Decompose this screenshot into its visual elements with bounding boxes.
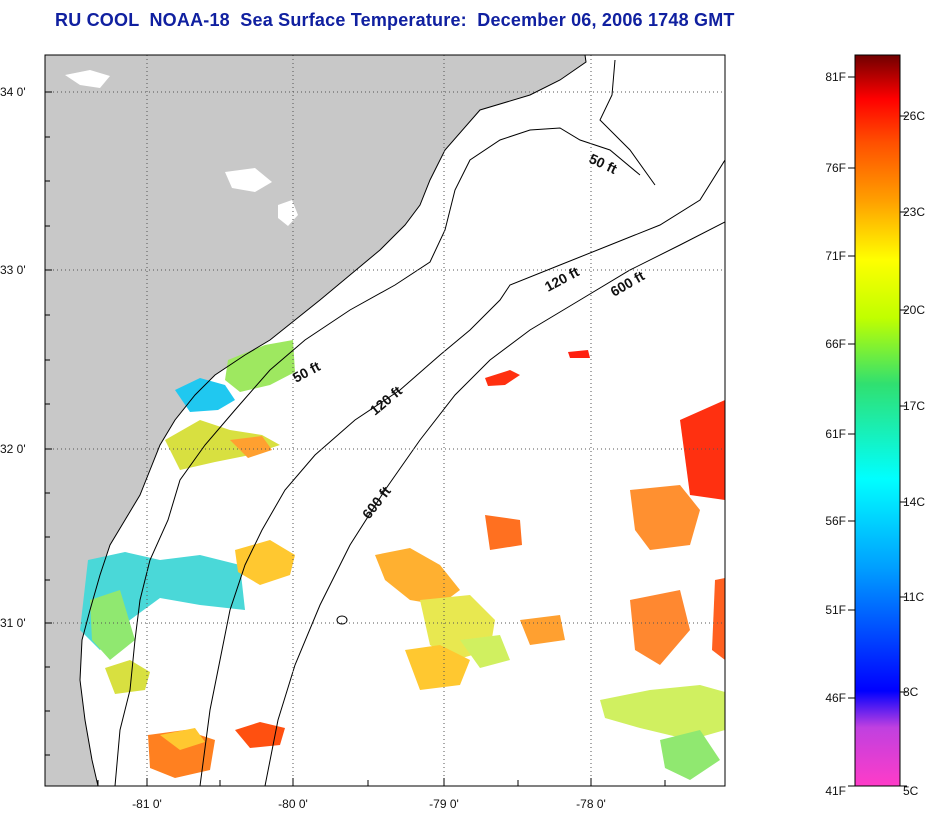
colorbar-f-label: 81F xyxy=(825,70,846,84)
map-title: RU COOL NOAA-18 Sea Surface Temperature:… xyxy=(55,10,735,30)
lon-label: -80 0' xyxy=(278,797,308,811)
colorbar-f-label: 56F xyxy=(825,514,846,528)
lat-minor-ticks xyxy=(45,91,666,786)
lat-label: 32 0' xyxy=(0,442,26,456)
seamount-contour xyxy=(336,615,348,625)
lat-label: 31 0' xyxy=(0,616,26,630)
colorbar-f-label: 71F xyxy=(825,249,846,263)
land-mass xyxy=(45,55,586,786)
colorbar-f-label: 66F xyxy=(825,337,846,351)
map-frame xyxy=(44,54,726,787)
colorbar-c-label: 14C xyxy=(903,495,925,509)
outer-banks xyxy=(599,59,656,186)
colorbar-f-label: 41F xyxy=(825,784,846,798)
colorbar-c-label: 26C xyxy=(903,109,925,123)
coastline xyxy=(79,55,587,786)
lat-label: 33 0' xyxy=(0,263,26,277)
lon-label: -81 0' xyxy=(132,797,162,811)
contour-120ft xyxy=(199,159,725,786)
contour-600ft xyxy=(264,221,725,786)
colorbar-f-label: 51F xyxy=(825,603,846,617)
inland-water xyxy=(65,70,110,88)
colorbar-f-label: 76F xyxy=(825,161,846,175)
colorbar-f-label: 46F xyxy=(825,691,846,705)
colorbar xyxy=(854,54,901,787)
lon-label: -78 0' xyxy=(576,797,606,811)
sound-water xyxy=(590,58,612,115)
colorbar-c-label: 11C xyxy=(903,590,924,604)
colorbar-c-label: 8C xyxy=(903,685,919,699)
lon-label: -79 0' xyxy=(429,797,459,811)
colorbar-c-label: 5C xyxy=(903,784,919,798)
sst-patches xyxy=(80,340,725,780)
lat-lon-grid xyxy=(45,55,725,786)
contour-50ft xyxy=(114,127,641,786)
inland-water xyxy=(225,168,272,192)
colorbar-c-label: 17C xyxy=(903,399,925,413)
colorbar-ticks xyxy=(848,76,907,787)
colorbar-f-label: 61F xyxy=(825,427,846,441)
colorbar-c-label: 23C xyxy=(903,205,925,219)
lat-label: 34 0' xyxy=(0,85,26,99)
colorbar-c-label: 20C xyxy=(903,303,925,317)
